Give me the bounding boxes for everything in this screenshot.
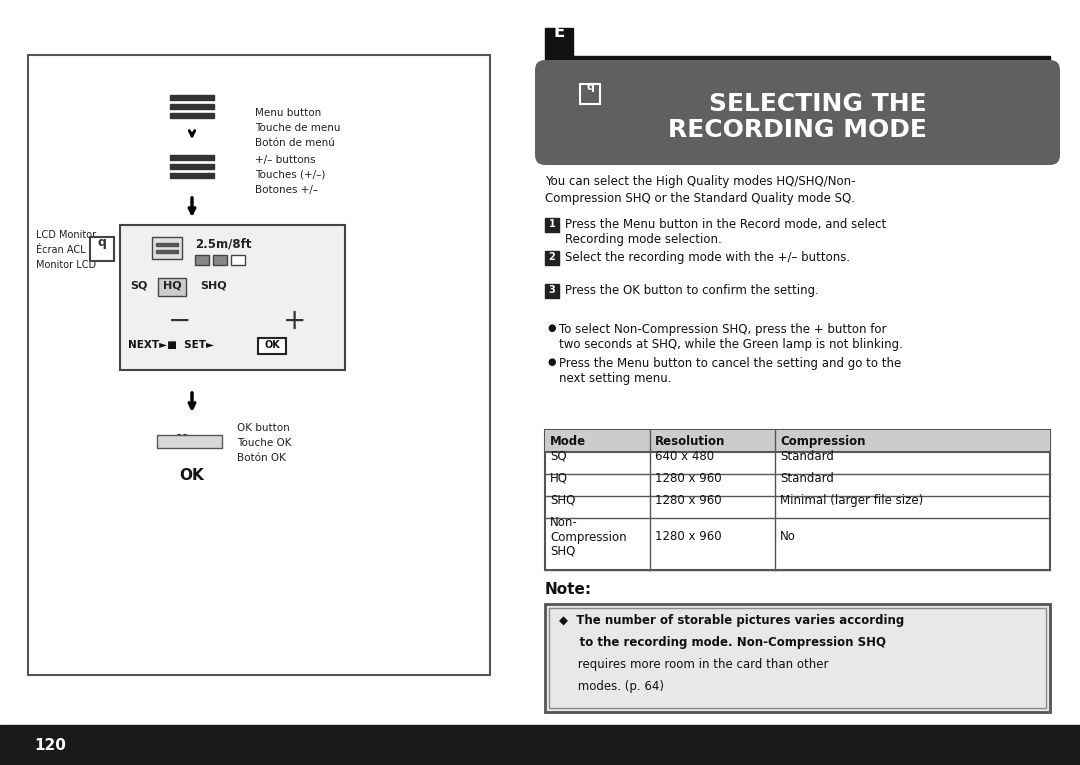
Text: Recording mode selection.: Recording mode selection.	[565, 233, 721, 246]
Bar	[156, 250, 178, 253]
Text: Note:: Note:	[545, 582, 592, 597]
Bar	[549, 608, 1047, 708]
Text: 640 x 480: 640 x 480	[654, 450, 714, 463]
FancyBboxPatch shape	[535, 60, 1059, 165]
Text: Press the Menu button in the Record mode, and select: Press the Menu button in the Record mode…	[565, 218, 887, 231]
Bar	[157, 435, 222, 448]
Text: E: E	[553, 23, 565, 41]
Bar	[545, 604, 1050, 712]
Bar	[170, 104, 214, 109]
Text: 1280 x 960: 1280 x 960	[654, 471, 721, 484]
Text: modes. (p. 64): modes. (p. 64)	[559, 680, 664, 693]
Text: Compression: Compression	[550, 530, 626, 543]
Text: ●: ●	[546, 357, 555, 367]
Text: 1280 x 960: 1280 x 960	[654, 530, 721, 543]
Text: ◆  The number of storable pictures varies according: ◆ The number of storable pictures varies…	[559, 614, 904, 627]
Text: RECORDING MODE: RECORDING MODE	[669, 118, 927, 142]
Text: SHQ: SHQ	[550, 545, 576, 558]
Text: Minimal (larger file size): Minimal (larger file size)	[780, 493, 923, 506]
Text: Menu button
Touche de menu
Botón de menú: Menu button Touche de menu Botón de menú	[255, 108, 340, 148]
Text: −: −	[168, 307, 191, 335]
Text: Select the recording mode with the +/– buttons.: Select the recording mode with the +/– b…	[565, 251, 850, 264]
Bar	[170, 113, 214, 118]
Bar	[170, 95, 214, 100]
Text: 1: 1	[549, 219, 555, 229]
Text: No: No	[780, 530, 796, 543]
Bar	[545, 63, 1050, 67]
Text: 3: 3	[549, 285, 555, 295]
Text: OK: OK	[179, 468, 204, 483]
Text: Standard: Standard	[780, 450, 834, 463]
Text: Resolution: Resolution	[654, 435, 726, 448]
Text: HQ: HQ	[550, 471, 568, 484]
Text: to the recording mode. Non-Compression SHQ: to the recording mode. Non-Compression S…	[559, 636, 886, 649]
Text: LCD Monitor
Écran ACL
Monitor LCD: LCD Monitor Écran ACL Monitor LCD	[36, 230, 96, 269]
Text: requires more room in the card than other: requires more room in the card than othe…	[559, 658, 828, 671]
Text: next setting menu.: next setting menu.	[559, 372, 672, 385]
Bar	[156, 243, 178, 246]
Text: q: q	[97, 236, 107, 249]
Text: Compression: Compression	[780, 435, 865, 448]
Bar	[120, 225, 345, 370]
Text: 120: 120	[35, 737, 66, 753]
Bar	[231, 255, 245, 265]
Bar	[170, 173, 214, 178]
Bar	[545, 284, 559, 298]
Text: 1280 x 960: 1280 x 960	[654, 493, 721, 506]
Text: +: +	[283, 307, 307, 335]
Text: Compression SHQ or the Standard Quality mode SQ.: Compression SHQ or the Standard Quality …	[545, 192, 855, 205]
Text: OK button
Touche OK
Botón OK: OK button Touche OK Botón OK	[237, 423, 292, 463]
Text: Mode: Mode	[550, 435, 586, 448]
Text: 2: 2	[549, 252, 555, 262]
Bar	[170, 155, 214, 160]
Text: q: q	[586, 82, 594, 92]
Text: SQ: SQ	[550, 450, 567, 463]
Text: HQ: HQ	[163, 280, 181, 290]
Bar	[545, 430, 1050, 570]
Text: Standard: Standard	[780, 471, 834, 484]
Text: You can select the High Quality modes HQ/SHQ/Non-: You can select the High Quality modes HQ…	[545, 175, 855, 188]
Text: SHQ: SHQ	[200, 280, 227, 290]
Bar	[170, 164, 214, 169]
Text: SELECTING THE: SELECTING THE	[708, 92, 927, 116]
Bar	[158, 278, 186, 296]
Text: +/– buttons
Touches (+/–)
Botones +/–: +/– buttons Touches (+/–) Botones +/–	[255, 155, 325, 194]
Text: NEXT►■  SET►: NEXT►■ SET►	[129, 340, 214, 350]
Text: two seconds at SHQ, while the Green lamp is not blinking.: two seconds at SHQ, while the Green lamp…	[559, 338, 903, 351]
Text: SQ: SQ	[130, 280, 147, 290]
Bar	[152, 237, 183, 259]
Text: ●: ●	[546, 323, 555, 333]
Text: Press the Menu button to cancel the setting and go to the: Press the Menu button to cancel the sett…	[559, 357, 901, 370]
Bar	[545, 218, 559, 232]
Bar	[195, 255, 210, 265]
Text: ∞: ∞	[174, 428, 190, 447]
Bar	[0, 725, 1080, 765]
Bar	[580, 84, 600, 104]
Bar	[258, 338, 286, 354]
Bar	[545, 430, 1050, 452]
Bar	[213, 255, 227, 265]
Bar	[545, 28, 573, 56]
Text: Press the OK button to confirm the setting.: Press the OK button to confirm the setti…	[565, 284, 819, 297]
Text: To select Non-Compression SHQ, press the + button for: To select Non-Compression SHQ, press the…	[559, 323, 887, 336]
Bar	[90, 237, 114, 261]
Bar	[545, 251, 559, 265]
Text: SHQ: SHQ	[550, 493, 576, 506]
Text: Non-: Non-	[550, 516, 578, 529]
Text: 2.5m/8ft: 2.5m/8ft	[195, 237, 252, 250]
Text: OK: OK	[265, 340, 280, 350]
Bar	[28, 55, 490, 675]
Bar	[545, 56, 1050, 61]
